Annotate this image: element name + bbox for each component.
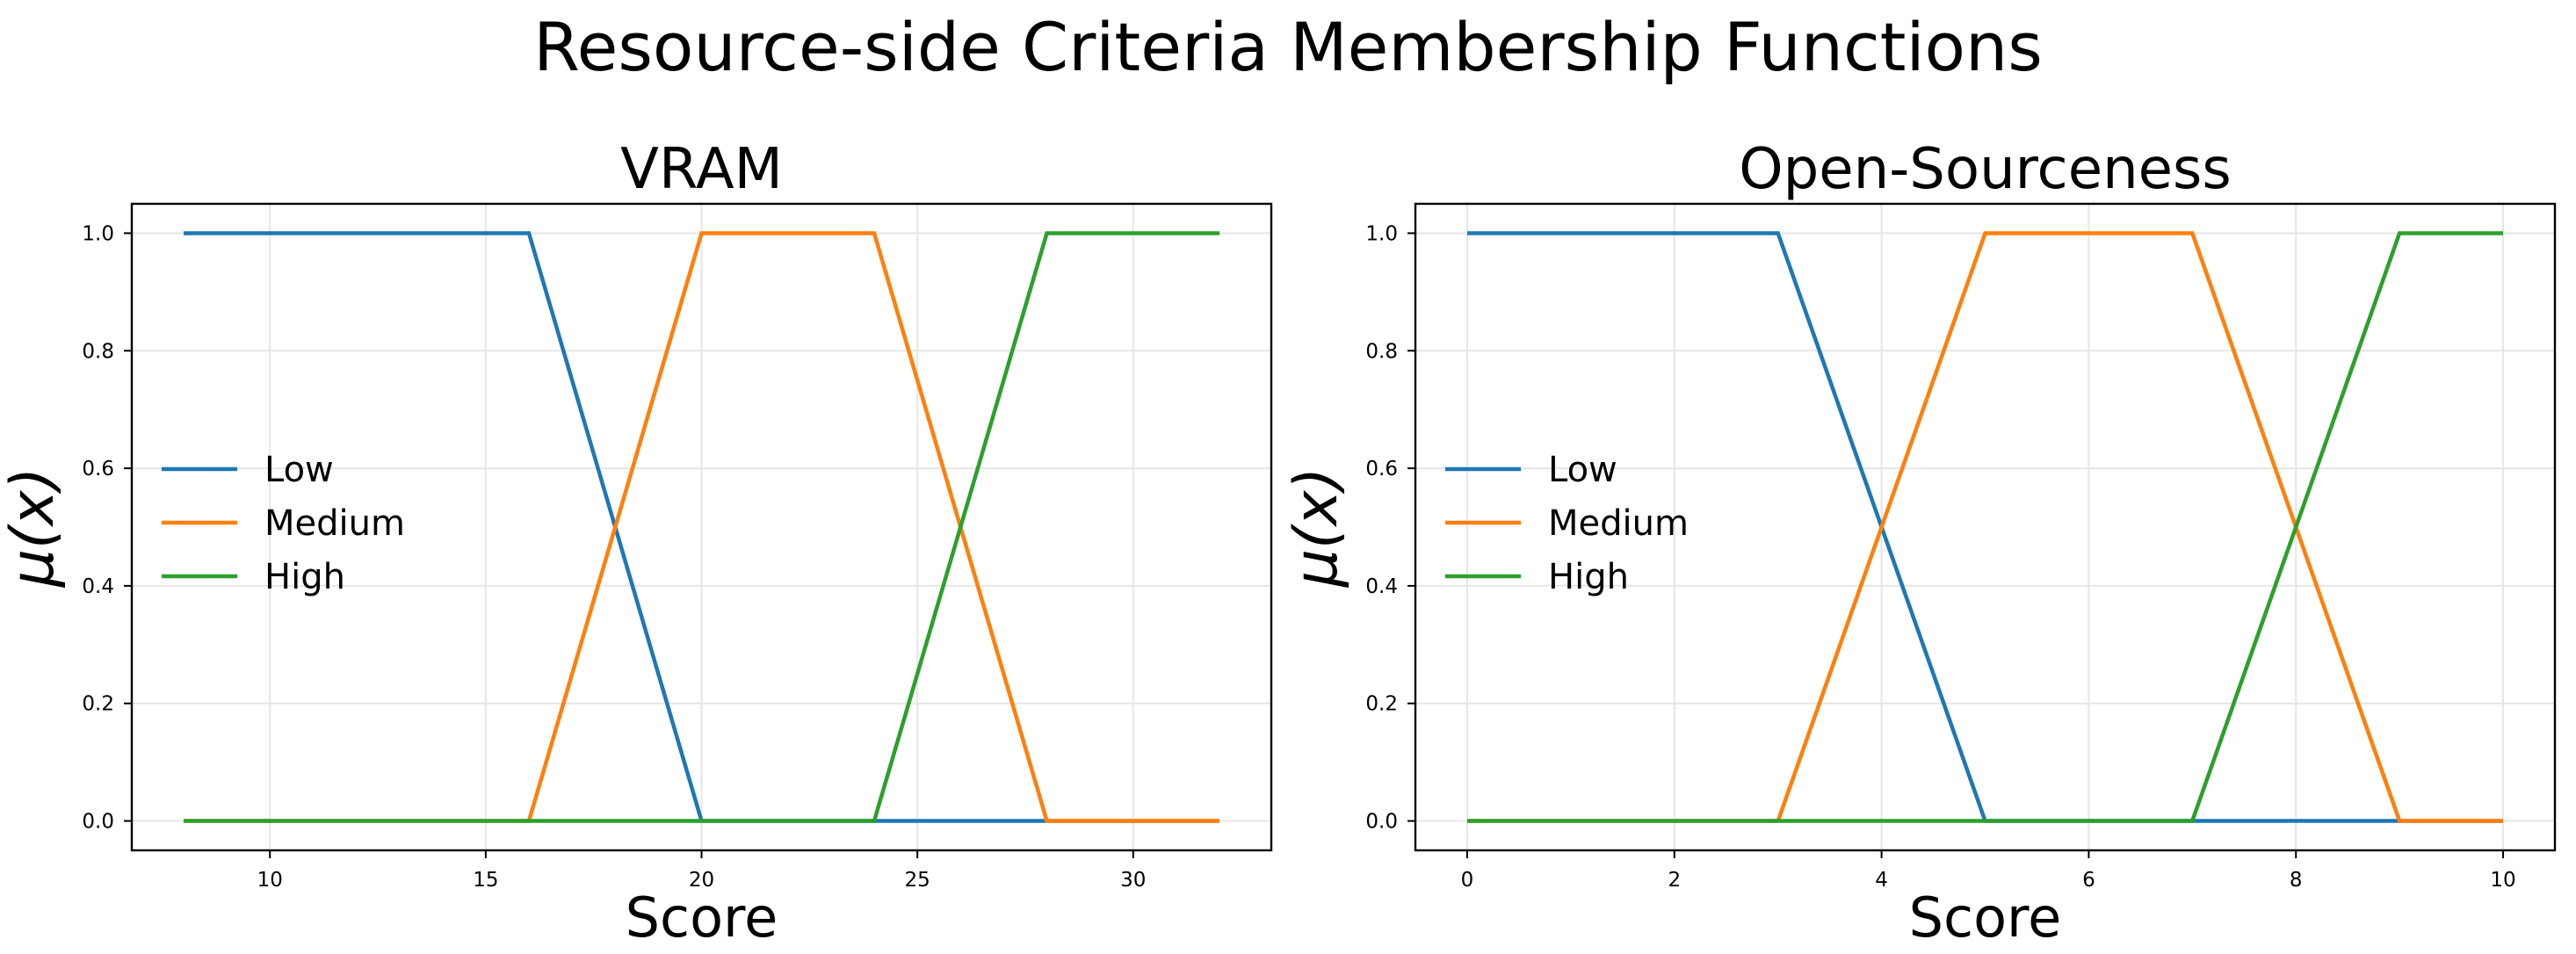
x-tick-label: 8: [2290, 869, 2303, 892]
y-axis-label: μ(x): [0, 467, 68, 589]
x-tick-label: 0: [1461, 869, 1474, 892]
plot-frame: [1414, 202, 2557, 852]
legend-label-low: Low: [264, 450, 334, 490]
y-tick-label: 0.2: [1365, 693, 1398, 716]
x-axis-label: Score: [626, 885, 778, 950]
y-tick-label: 0.8: [82, 340, 114, 363]
y-tick-label: 0.6: [82, 458, 114, 481]
legend-label-high: High: [264, 557, 345, 597]
x-tick-label: 10: [2490, 869, 2515, 892]
legend-label-low: Low: [1548, 450, 1617, 490]
x-tick-label: 20: [689, 869, 714, 892]
x-tick-label: 2: [1668, 869, 1681, 892]
y-tick-label: 0.6: [1365, 458, 1398, 481]
legend-label-high: High: [1548, 557, 1629, 597]
x-tick-label: 10: [257, 869, 283, 892]
x-tick-label: 4: [1875, 869, 1888, 892]
x-tick-label: 30: [1120, 869, 1146, 892]
x-tick-label: 25: [905, 869, 930, 892]
x-axis-label: Score: [1909, 885, 2062, 950]
vram-panel: 10 15 20 25 30 0.0 0.2 0.4 0.6 0.8 1.0 VRAM Score μ(x…: [0, 137, 1273, 950]
y-tick-label: 0.8: [1365, 340, 1398, 363]
x-tick-label: 15: [473, 869, 498, 892]
series-line-high: [1467, 231, 2503, 823]
x-tick-label: 6: [2082, 869, 2095, 892]
legend: Low Medium High: [1445, 450, 1689, 597]
y-axis-label: μ(x): [1282, 467, 1351, 589]
legend-label-medium: Medium: [264, 503, 405, 544]
panel-title: VRAM: [620, 137, 783, 202]
open-sourceness-panel: 0 2 4 6 8 10 0.0 0.2 0.4 0.6 0.8 1.0 Open-Sourceness…: [1282, 137, 2557, 950]
legend: Low Medium High: [162, 450, 405, 597]
figure-title: Resource-side Criteria Membership Functi…: [533, 8, 2043, 86]
series-line-high: [184, 231, 1219, 823]
y-tick-label: 0.2: [82, 693, 114, 716]
legend-label-medium: Medium: [1548, 503, 1689, 544]
y-tick-label: 0.4: [1365, 575, 1398, 598]
y-tick-label: 1.0: [82, 222, 114, 245]
y-tick-label: 0.4: [82, 575, 114, 598]
y-tick-label: 1.0: [1365, 222, 1398, 245]
y-tick-label: 0.0: [82, 811, 114, 834]
panel-title: Open-Sourceness: [1739, 137, 2231, 202]
y-tick-label: 0.0: [1365, 811, 1398, 834]
